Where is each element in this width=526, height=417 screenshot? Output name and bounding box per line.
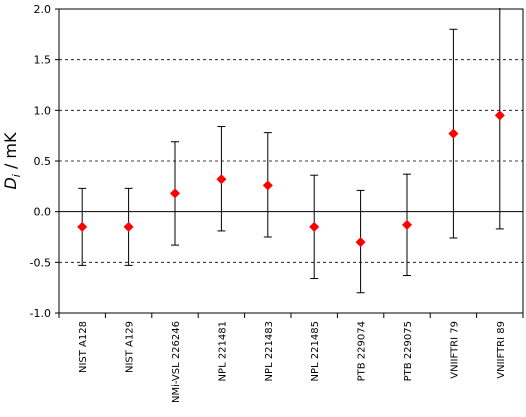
y-axis: -1.0 -0.5 0.0 0.5 1.0 1.5 2.0 <box>30 3 59 320</box>
data-point <box>402 219 412 230</box>
x-axis-categories: NIST A128 NIST A129 NMi-VSL 226246 NPL 2214… <box>58 313 524 403</box>
x-category-label: NIST A128 <box>78 321 89 373</box>
x-category-label: NPL 221481 <box>217 321 228 381</box>
y-tick-label: 0.0 <box>34 206 52 219</box>
y-axis-unit: / mK <box>1 132 20 174</box>
y-tick-label: -0.5 <box>30 256 51 269</box>
x-category-label: NPL 221485 <box>310 321 321 381</box>
plot-area <box>77 8 505 294</box>
y-tick-label: 0.5 <box>34 155 52 168</box>
x-category-label: VNIIFTRI 89 <box>496 321 507 379</box>
x-category-label: PTB 229074 <box>357 321 368 381</box>
x-category-label: NPL 221483 <box>264 321 275 381</box>
data-point <box>494 110 505 121</box>
data-point <box>170 188 180 199</box>
data-point <box>262 180 273 191</box>
data-point <box>448 128 459 139</box>
x-category-label: NIST A129 <box>125 321 136 373</box>
y-tick-label: -1.0 <box>30 307 51 320</box>
y-axis-symbol: D <box>1 177 20 189</box>
x-category-label: VNIIFTRI 79 <box>449 321 460 379</box>
y-tick-label: 2.0 <box>34 3 52 16</box>
data-point <box>123 221 134 232</box>
data-point <box>309 221 320 232</box>
data-point <box>355 237 366 248</box>
y-tick-label: 1.0 <box>34 104 52 117</box>
y-tick-label: 1.5 <box>34 54 52 67</box>
y-axis-subscript: i <box>10 174 23 177</box>
data-point <box>77 221 88 232</box>
x-category-label: PTB 229075 <box>403 321 414 381</box>
y-axis-title: Di / mK <box>1 132 23 190</box>
x-category-label: NMi-VSL 226246 <box>171 321 182 403</box>
data-point <box>216 174 227 185</box>
